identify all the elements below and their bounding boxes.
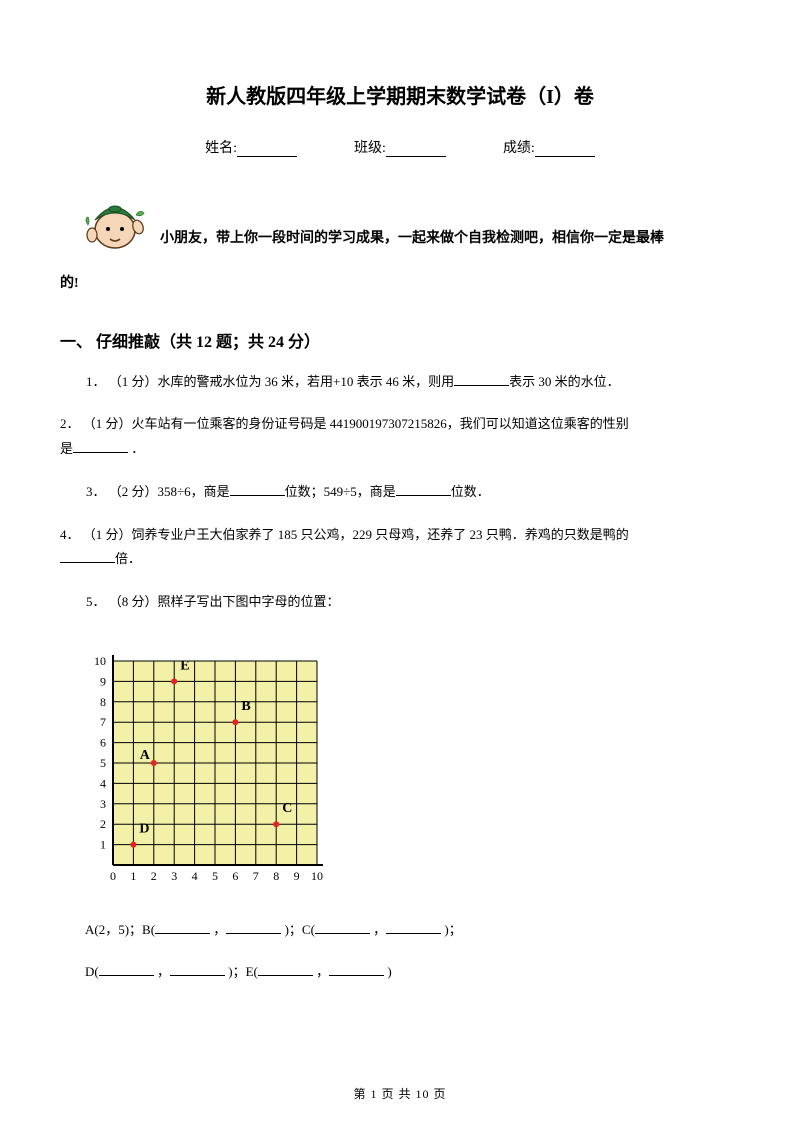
question-2: 2． （1 分）火车站有一位乘客的身份证号码是 4419001973072158… bbox=[60, 412, 740, 461]
q1-blank[interactable] bbox=[454, 373, 509, 386]
q5-de: )；E( bbox=[225, 964, 258, 979]
q5-sep4: ， bbox=[313, 964, 329, 979]
svg-text:3: 3 bbox=[171, 869, 177, 883]
svg-text:9: 9 bbox=[294, 869, 300, 883]
svg-text:1: 1 bbox=[130, 869, 136, 883]
svg-text:5: 5 bbox=[100, 756, 106, 770]
svg-text:7: 7 bbox=[253, 869, 259, 883]
q1-pre: 1． （1 分）水库的警戒水位为 36 米，若用+10 表示 46 米，则用 bbox=[86, 374, 454, 389]
class-blank[interactable] bbox=[386, 143, 446, 157]
name-label: 姓名: bbox=[205, 137, 237, 157]
q5-b-y[interactable] bbox=[226, 921, 281, 934]
svg-text:6: 6 bbox=[232, 869, 238, 883]
q5-c-y[interactable] bbox=[386, 921, 441, 934]
svg-text:4: 4 bbox=[192, 869, 198, 883]
student-header: 姓名: 班级: 成绩: bbox=[60, 137, 740, 157]
q2-cont-post: ． bbox=[128, 441, 144, 456]
q2-cont-pre: 是 bbox=[60, 441, 73, 456]
q3-blank-2[interactable] bbox=[396, 483, 451, 496]
page-title: 新人教版四年级上学期期末数学试卷（I）卷 bbox=[60, 80, 740, 109]
svg-text:8: 8 bbox=[100, 694, 106, 708]
svg-text:3: 3 bbox=[100, 796, 106, 810]
svg-text:E: E bbox=[180, 658, 189, 673]
question-3: 3． （2 分）358÷6，商是 位数；549÷5，商是 位数． bbox=[60, 480, 740, 505]
q5-bc: )；C( bbox=[281, 922, 315, 937]
q5-answers: A(2，5)；B( ， )；C( ， )； D( ， )；E( ， ) bbox=[85, 916, 740, 987]
class-label: 班级: bbox=[354, 137, 386, 157]
q3-mid: 位数；549÷5，商是 bbox=[285, 484, 396, 499]
q4-blank[interactable] bbox=[60, 550, 115, 563]
q3-pre: 3． （2 分）358÷6，商是 bbox=[86, 484, 230, 499]
intro-line1: 小朋友，带上你一段时间的学习成果，一起来做个自我检测吧，相信你一定是最棒 bbox=[160, 231, 664, 246]
q5-e-close: ) bbox=[384, 964, 392, 979]
q4-pre: 4． （1 分）饲养专业户王大伯家养了 185 只公鸡，229 只母鸡，还养了 … bbox=[60, 527, 629, 542]
q2-blank[interactable] bbox=[73, 440, 128, 453]
svg-text:10: 10 bbox=[311, 869, 323, 883]
svg-text:7: 7 bbox=[100, 715, 106, 729]
q3-blank-1[interactable] bbox=[230, 483, 285, 496]
q5-d-prefix: D( bbox=[85, 964, 99, 979]
intro-block: 小朋友，带上你一段时间的学习成果，一起来做个自我检测吧，相信你一定是最棒 的! bbox=[60, 185, 740, 300]
q5-b-x[interactable] bbox=[155, 921, 210, 934]
section-1-heading: 一、 仔细推敲（共 12 题；共 24 分） bbox=[60, 328, 740, 352]
svg-text:D: D bbox=[139, 821, 149, 836]
svg-text:2: 2 bbox=[100, 817, 106, 831]
name-blank[interactable] bbox=[237, 143, 297, 157]
svg-text:4: 4 bbox=[100, 776, 106, 790]
q5-c-x[interactable] bbox=[315, 921, 370, 934]
q5-c-close: )； bbox=[441, 922, 462, 937]
q5-sep1: ， bbox=[210, 922, 226, 937]
svg-text:10: 10 bbox=[94, 654, 106, 668]
q1-post: 表示 30 米的水位． bbox=[509, 374, 620, 389]
svg-text:6: 6 bbox=[100, 735, 106, 749]
question-5: 5． （8 分）照样子写出下图中字母的位置： bbox=[60, 590, 740, 615]
q2-pre: 2． （1 分）火车站有一位乘客的身份证号码是 4419001973072158… bbox=[60, 416, 629, 431]
question-4: 4． （1 分）饲养专业户王大伯家养了 185 只公鸡，229 只母鸡，还养了 … bbox=[60, 523, 740, 572]
q5-a-prefix: A(2，5)；B( bbox=[85, 922, 155, 937]
question-1: 1． （1 分）水库的警戒水位为 36 米，若用+10 表示 46 米，则用 表示… bbox=[60, 370, 740, 395]
coordinate-grid: 01234567891012345678910ABCDE bbox=[85, 633, 740, 898]
svg-text:9: 9 bbox=[100, 674, 106, 688]
score-blank[interactable] bbox=[535, 143, 595, 157]
q5-sep3: ， bbox=[154, 964, 170, 979]
q5-e-x[interactable] bbox=[258, 963, 313, 976]
page-footer: 第 1 页 共 10 页 bbox=[0, 1085, 800, 1102]
score-label: 成绩: bbox=[503, 137, 535, 157]
svg-text:5: 5 bbox=[212, 869, 218, 883]
svg-text:2: 2 bbox=[151, 869, 157, 883]
q5-d-y[interactable] bbox=[170, 963, 225, 976]
svg-text:A: A bbox=[140, 748, 151, 763]
q5-e-y[interactable] bbox=[329, 963, 384, 976]
intro-line2: 的! bbox=[60, 269, 740, 300]
svg-text:C: C bbox=[282, 801, 292, 816]
svg-text:B: B bbox=[241, 699, 250, 714]
q5-sep2: ， bbox=[370, 922, 386, 937]
q4-cont-post: 倍． bbox=[115, 551, 141, 566]
cartoon-icon bbox=[80, 185, 150, 255]
svg-text:0: 0 bbox=[110, 869, 116, 883]
q3-post: 位数． bbox=[451, 484, 490, 499]
svg-text:8: 8 bbox=[273, 869, 279, 883]
svg-text:1: 1 bbox=[100, 837, 106, 851]
q5-d-x[interactable] bbox=[99, 963, 154, 976]
